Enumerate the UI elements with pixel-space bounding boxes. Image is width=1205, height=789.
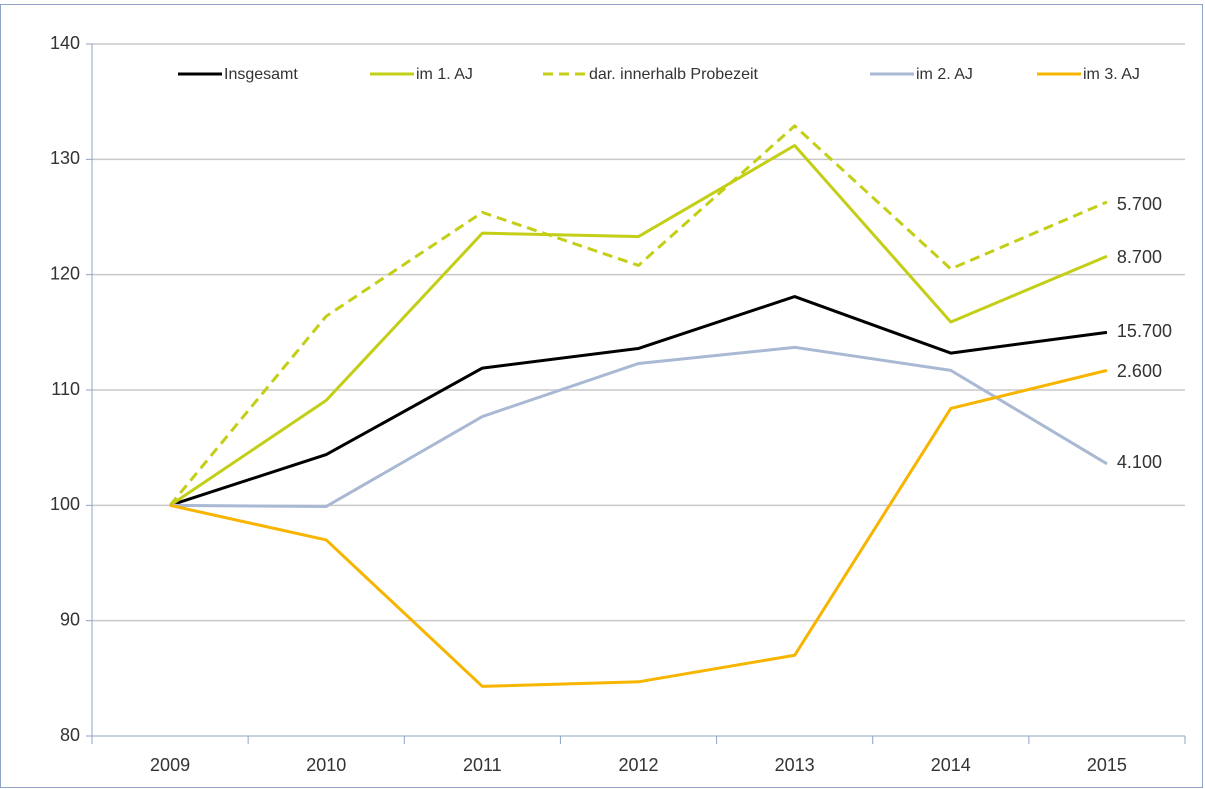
- series-line: [170, 345, 1108, 508]
- y-tick-label: 140: [50, 33, 80, 53]
- y-tick-label: 110: [51, 379, 80, 399]
- y-tick-label: 80: [60, 725, 80, 745]
- chart-frame: [0, 4, 1203, 788]
- legend-label: Insgesamt: [224, 66, 298, 83]
- end-label: 5.700: [1117, 194, 1162, 214]
- end-label: 8.700: [1117, 247, 1162, 267]
- x-tick-label: 2013: [775, 755, 815, 775]
- legend-label: im 2. AJ: [916, 66, 973, 83]
- series-line: [168, 124, 1108, 507]
- y-tick-label: 100: [50, 494, 80, 514]
- x-tick-label: 2011: [463, 755, 502, 775]
- legend-label: dar. innerhalb Probezeit: [589, 66, 759, 83]
- x-tick-label: 2014: [931, 755, 971, 775]
- x-tick-label: 2009: [150, 755, 190, 775]
- end-label: 2.600: [1117, 361, 1162, 381]
- end-label: 15.700: [1117, 321, 1172, 341]
- end-label: 4.100: [1117, 452, 1162, 472]
- y-tick-label: 120: [50, 263, 80, 283]
- x-tick-label: 2015: [1087, 755, 1127, 775]
- x-tick-label: 2012: [618, 755, 658, 775]
- series-line: [169, 295, 1108, 507]
- legend-label: im 3. AJ: [1083, 66, 1140, 83]
- legend: Insgesamt im 1. AJ dar. innerhalb Probezei…: [178, 66, 1140, 83]
- legend-label: im 1. AJ: [416, 66, 473, 83]
- series-line: [169, 368, 1108, 688]
- y-tick-label: 90: [60, 609, 80, 629]
- x-tick-label: 2010: [306, 755, 346, 775]
- series-line: [169, 143, 1108, 507]
- y-tick-label: 130: [50, 148, 80, 168]
